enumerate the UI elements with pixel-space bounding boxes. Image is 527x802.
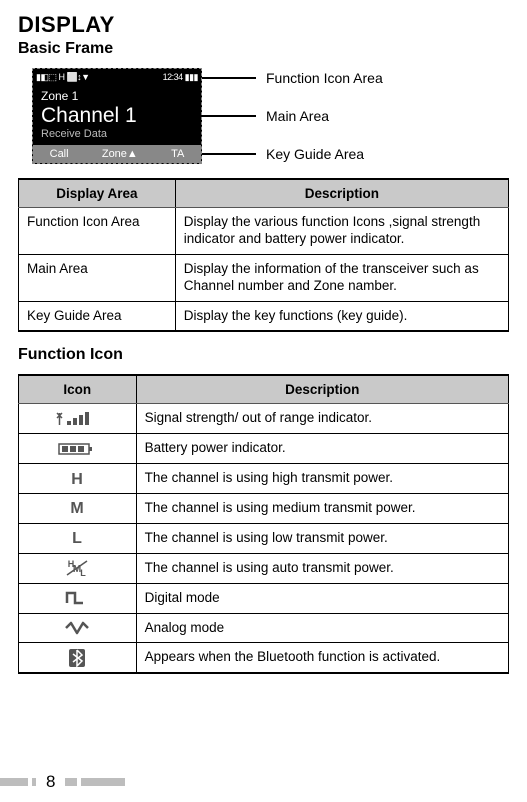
area-row-2-name: Key Guide Area <box>19 301 176 331</box>
callout-main-area: Main Area <box>266 108 329 124</box>
callout-key-guide-area: Key Guide Area <box>266 146 364 162</box>
icon-row-2-desc: The channel is using high transmit power… <box>136 464 508 494</box>
lcd-zone: Zone 1 <box>41 90 201 104</box>
icon-row-6-icon <box>19 583 137 613</box>
callout-labels: Function Icon Area Main Area Key Guide A… <box>202 68 383 162</box>
lcd-key-mid: Zone▲ <box>102 148 138 160</box>
section-function-icon: Function Icon <box>18 346 509 364</box>
icon-row-2-icon: H <box>19 464 137 494</box>
lcd-key-right: TA <box>171 148 184 160</box>
icon-row-6-desc: Digital mode <box>136 583 508 613</box>
svg-text:M: M <box>71 500 84 517</box>
icon-header-1: Description <box>136 375 508 404</box>
svg-text:H: H <box>72 471 84 488</box>
area-row-1-desc: Display the information of the transceiv… <box>175 254 508 301</box>
lcd-receive: Receive Data <box>41 128 201 141</box>
lcd-topbar: ▮◧⬚ H ⬜↕▼ 12:34 ▮▮▮ <box>33 69 201 85</box>
icon-row-3-icon: M <box>19 494 137 524</box>
area-header-0: Display Area <box>19 179 176 208</box>
lcd-topbar-left: ▮◧⬚ H ⬜↕▼ <box>36 72 90 83</box>
page-number: 8 <box>46 772 55 792</box>
icon-row-4-icon: L <box>19 523 137 553</box>
icon-row-5-icon: HLM <box>19 553 137 583</box>
area-row-0-desc: Display the various function Icons ,sign… <box>175 208 508 255</box>
icon-header-0: Icon <box>19 375 137 404</box>
icon-row-5-desc: The channel is using auto transmit power… <box>136 553 508 583</box>
page-footer: 8 <box>0 772 527 792</box>
icon-row-4-desc: The channel is using low transmit power. <box>136 523 508 553</box>
area-row-0-name: Function Icon Area <box>19 208 176 255</box>
icon-row-3-desc: The channel is using medium transmit pow… <box>136 494 508 524</box>
svg-text:L: L <box>72 530 82 547</box>
area-header-1: Description <box>175 179 508 208</box>
lcd-main: Zone 1 Channel 1 Receive Data <box>33 85 201 145</box>
icon-row-0-icon <box>19 404 137 434</box>
callout-function-icon-area: Function Icon Area <box>266 70 383 86</box>
lcd-keyguide: Call Zone▲ TA <box>33 145 201 163</box>
display-area-table: Display Area Description Function Icon A… <box>18 178 509 332</box>
icon-row-7-desc: Analog mode <box>136 613 508 643</box>
section-basic-frame: Basic Frame <box>18 40 509 58</box>
lcd-figure: ▮◧⬚ H ⬜↕▼ 12:34 ▮▮▮ Zone 1 Channel 1 Rec… <box>32 68 509 164</box>
icon-row-8-icon <box>19 643 137 673</box>
icon-row-1-icon <box>19 434 137 464</box>
lcd-key-left: Call <box>50 148 69 160</box>
icon-row-7-icon <box>19 613 137 643</box>
area-row-2-desc: Display the key functions (key guide). <box>175 301 508 331</box>
lcd-channel: Channel 1 <box>41 104 201 128</box>
icon-row-1-desc: Battery power indicator. <box>136 434 508 464</box>
lcd-topbar-right: 12:34 ▮▮▮ <box>163 72 198 83</box>
icon-row-0-desc: Signal strength/ out of range indicator. <box>136 404 508 434</box>
page-title: DISPLAY <box>18 12 509 38</box>
lcd-mock: ▮◧⬚ H ⬜↕▼ 12:34 ▮▮▮ Zone 1 Channel 1 Rec… <box>32 68 202 164</box>
function-icon-table: Icon Description Signal strength/ out of… <box>18 374 509 674</box>
icon-row-8-desc: Appears when the Bluetooth function is a… <box>136 643 508 673</box>
area-row-1-name: Main Area <box>19 254 176 301</box>
